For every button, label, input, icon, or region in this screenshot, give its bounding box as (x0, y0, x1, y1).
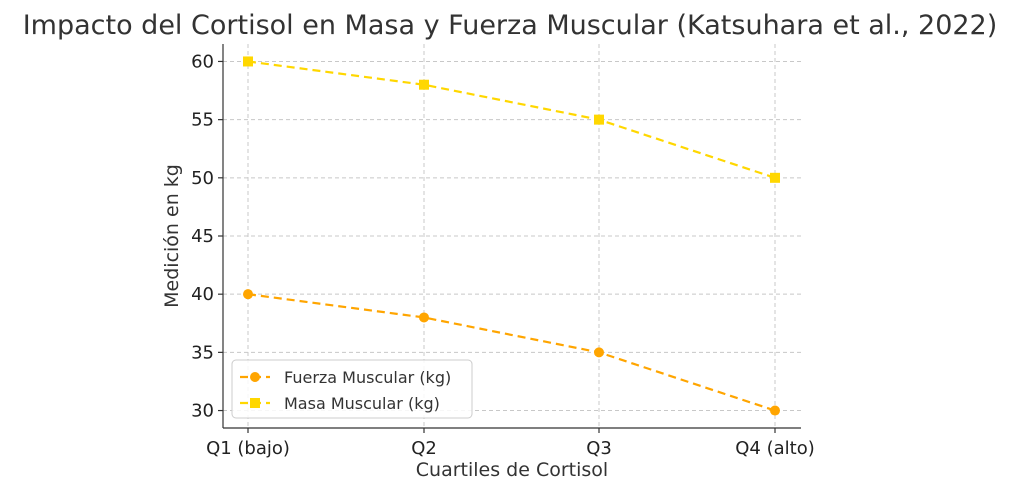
series-line-1 (247, 293, 776, 412)
chart-title: Impacto del Cortisol en Masa y Fuerza Mu… (23, 10, 998, 41)
series-2-point (770, 172, 780, 183)
grid-layer (223, 44, 801, 428)
x-tick-label: Q2 (411, 438, 437, 459)
series-2-point (594, 114, 604, 125)
x-tick-label: Q1 (bajo) (206, 438, 290, 459)
series-2-point (243, 56, 253, 67)
legend-items: Fuerza Muscular (kg) Masa Muscular (kg) (240, 368, 451, 413)
legend-marker (250, 372, 260, 382)
series-line-2 (247, 60, 776, 179)
x-tick-label: Q4 (alto) (735, 438, 815, 459)
x-axis-label: Cuartiles de Cortisol (416, 459, 608, 481)
y-tick-label: 45 (191, 226, 214, 247)
series-1-point (419, 312, 429, 323)
series-2-point (419, 79, 429, 90)
y-tick-label: 50 (191, 168, 214, 189)
series-1-point (243, 289, 253, 300)
y-tick-label: 60 (191, 51, 214, 72)
series-layer (243, 56, 780, 416)
legend-box (231, 359, 473, 419)
x-tick-label: Q3 (586, 438, 612, 459)
legend: Fuerza Muscular (kg) Masa Muscular (kg) (231, 359, 473, 419)
legend-label: Fuerza Muscular (kg) (284, 368, 451, 387)
legend-marker (250, 398, 260, 408)
y-tick-label: 35 (191, 342, 214, 363)
series-1-point (770, 405, 780, 416)
series-1-point (594, 347, 604, 358)
y-axis-label: Medición en kg (161, 164, 183, 308)
legend-label: Masa Muscular (kg) (284, 394, 440, 413)
y-tick-label: 55 (191, 110, 214, 131)
y-tick-label: 30 (191, 401, 214, 422)
y-tick-label: 40 (191, 284, 214, 305)
axes-layer: 30 35 40 45 50 55 60 Q1 (bajo) Q2 Q3 Q4 (alto) (191, 44, 815, 459)
